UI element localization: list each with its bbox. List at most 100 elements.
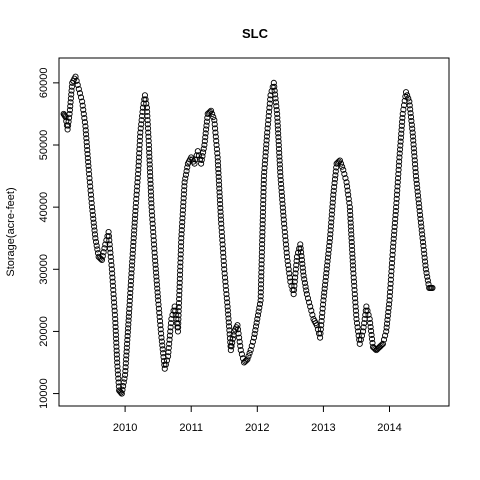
data-point [408,121,415,128]
data-point [408,117,415,124]
data-point [379,340,386,347]
data-point [68,87,75,94]
data-point [353,320,361,327]
data-point [131,215,138,222]
data-point [183,168,190,175]
data-point [349,254,356,261]
data-point [91,231,98,238]
data-point [236,334,243,341]
data-point [175,308,182,315]
data-point [137,133,144,140]
data-point [336,157,343,164]
data-point [400,102,408,109]
data-point [264,129,271,136]
data-point [146,157,153,164]
data-point [349,246,356,253]
data-point [361,320,368,327]
data-point [357,336,364,343]
data-point [306,299,313,306]
data-point [108,257,115,265]
data-point [115,375,122,382]
data-point [184,164,191,171]
data-point [322,281,329,288]
data-point [399,118,406,125]
data-point [155,305,162,312]
data-point [213,146,220,153]
data-point [85,162,92,169]
data-point [390,231,398,238]
data-point [276,165,284,172]
data-point [414,188,421,195]
data-point [74,81,81,88]
data-point [290,291,297,298]
data-point [319,301,327,308]
data-point [178,235,185,242]
data-point [326,239,333,246]
data-point [259,241,266,248]
data-point [159,342,166,349]
data-point [328,219,335,226]
data-point [133,187,140,194]
data-point [293,262,300,269]
data-point [385,305,392,312]
data-point [264,125,271,132]
data-point [77,94,85,101]
data-point [220,253,227,260]
data-point [330,187,337,194]
data-point [130,231,137,238]
data-point [347,211,354,218]
y-tick-label: 60000 [38,68,50,99]
data-point [120,379,127,386]
data-point [111,299,118,306]
data-point [283,245,290,252]
data-point [201,138,208,145]
data-point [258,265,265,272]
data-point [98,256,106,264]
data-point [135,154,143,161]
y-axis: 10000 20000 30000 40000 50000 60000 [38,68,60,409]
data-point [260,189,267,196]
data-point [260,197,267,204]
data-point [410,145,417,152]
data-point [349,258,356,265]
data-point [409,133,416,140]
data-point [358,332,366,339]
data-point [143,100,150,107]
data-point [113,343,120,350]
data-point [327,227,334,234]
data-point [255,308,262,315]
data-point [144,125,152,132]
data-point [110,286,117,294]
data-point [217,200,224,208]
data-point [392,215,399,223]
data-point [114,363,121,370]
chart-title: SLC [242,26,269,41]
data-point [398,130,405,137]
data-point [329,199,336,206]
x-tick-label: 2013 [311,422,335,434]
data-point [201,141,208,149]
data-point [266,108,273,115]
data-point [386,301,393,308]
data-point [356,340,363,347]
data-point [67,95,74,102]
data-point [112,319,119,327]
data-point [346,207,354,215]
data-point [166,336,173,343]
y-axis-label: Storage(acre-feet) [5,187,17,276]
data-point [394,183,401,190]
data-point [275,134,282,141]
data-point [378,341,385,348]
data-point [147,184,154,191]
data-point [132,211,139,218]
data-point [229,339,236,346]
data-point [423,269,430,277]
data-point [180,199,187,206]
data-point [109,278,116,285]
data-point [303,291,310,298]
data-point [318,322,325,329]
data-point [165,353,172,360]
data-point [108,266,115,273]
data-point [279,204,286,211]
